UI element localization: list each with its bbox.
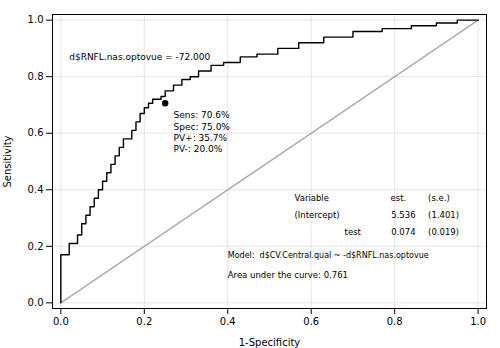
svg-text:0.6: 0.6: [28, 127, 44, 138]
svg-text:0.4: 0.4: [220, 316, 236, 327]
svg-text:(1.401): (1.401): [428, 210, 459, 220]
svg-text:(Intercept): (Intercept): [295, 210, 340, 220]
svg-text:Spec: 75.0%: Spec: 75.0%: [174, 122, 231, 132]
svg-text:est.: est.: [391, 193, 407, 203]
svg-text:1.0: 1.0: [470, 316, 486, 327]
svg-text:(s.e.): (s.e.): [428, 193, 450, 203]
svg-text:0.2: 0.2: [28, 241, 44, 252]
svg-text:5.536: 5.536: [391, 210, 415, 220]
svg-text:Area under the curve: 0.761: Area under the curve: 0.761: [228, 270, 348, 280]
svg-text:test: test: [345, 227, 362, 237]
svg-text:PV-: 20.0%: PV-: 20.0%: [174, 144, 223, 154]
svg-text:Sens: 70.6%: Sens: 70.6%: [174, 110, 231, 120]
svg-text:1.0: 1.0: [28, 14, 44, 25]
svg-text:d$RNFL.nas.optovue = -72.000: d$RNFL.nas.optovue = -72.000: [69, 52, 210, 62]
svg-text:Model: d$CV.Central.qual ~ -d: Model: d$CV.Central.qual ~ -d$RNFL.nas.o…: [228, 251, 429, 260]
svg-text:0.0: 0.0: [28, 297, 44, 308]
svg-text:0.4: 0.4: [28, 184, 44, 195]
svg-text:0.2: 0.2: [136, 316, 152, 327]
svg-text:PV+: 35.7%: PV+: 35.7%: [174, 133, 228, 143]
svg-text:0.8: 0.8: [28, 71, 44, 82]
svg-text:Sensitivity: Sensitivity: [2, 135, 13, 187]
svg-text:0.6: 0.6: [303, 316, 319, 327]
svg-text:(0.019): (0.019): [428, 227, 459, 237]
svg-text:0.0: 0.0: [53, 316, 69, 327]
svg-text:Variable: Variable: [295, 193, 329, 203]
svg-text:0.074: 0.074: [391, 227, 415, 237]
svg-text:1-Specificity: 1-Specificity: [239, 337, 301, 348]
svg-text:0.8: 0.8: [387, 316, 403, 327]
